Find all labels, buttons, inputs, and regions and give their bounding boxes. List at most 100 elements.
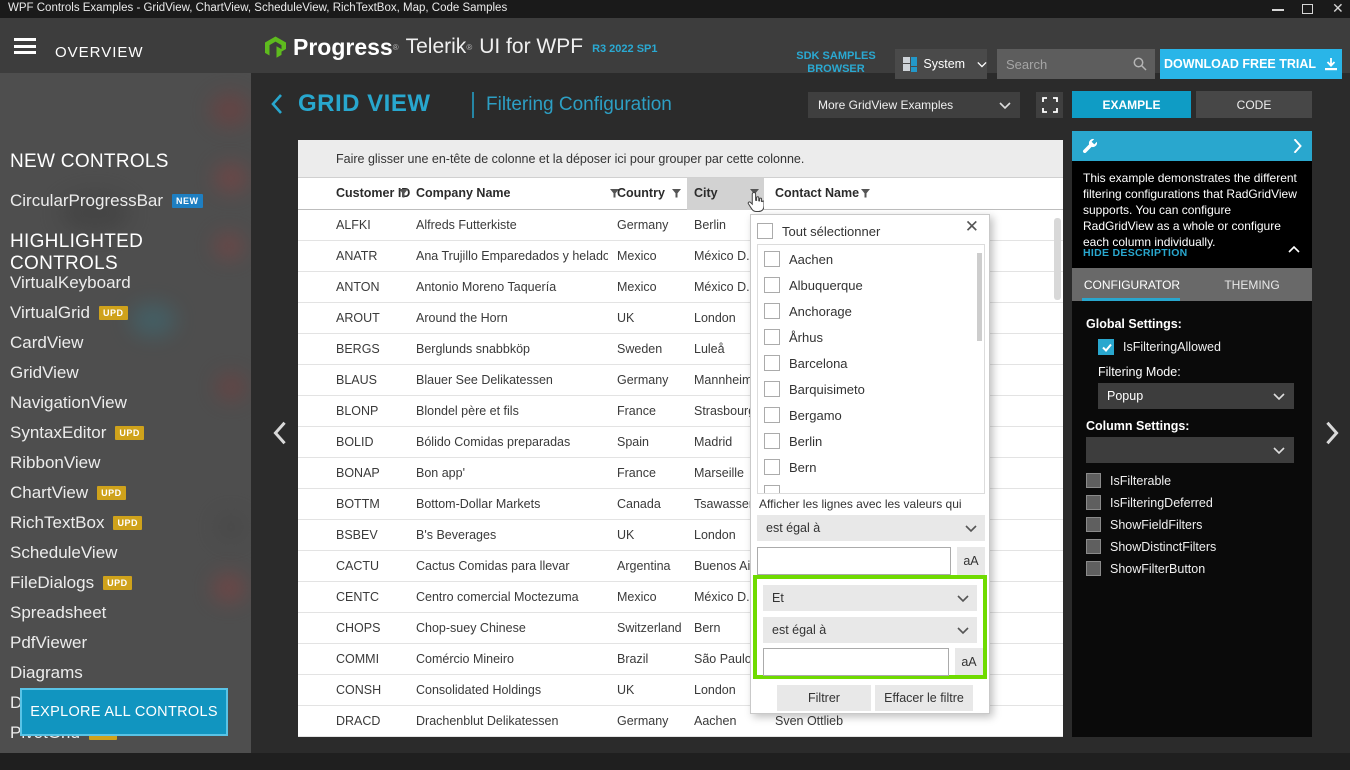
checkbox-checked[interactable]	[1098, 339, 1114, 355]
chevron-right-icon[interactable]	[1293, 139, 1302, 153]
theme-selector-dropdown[interactable]: System	[895, 49, 987, 79]
hamburger-menu-icon[interactable]	[14, 38, 36, 54]
sidebar-item-virtualgrid[interactable]: VirtualGrid UPD	[10, 303, 128, 323]
next-example-arrow[interactable]	[1324, 420, 1340, 446]
list-item[interactable]: Berlin	[764, 433, 822, 449]
list-item[interactable]: Barquisimeto	[764, 381, 865, 397]
sidebar-item-cardview[interactable]: CardView	[10, 333, 84, 352]
sidebar-item-navigationview[interactable]: NavigationView	[10, 393, 127, 412]
distinct-values-list[interactable]: Aachen Albuquerque Anchorage Århus Barce…	[757, 244, 985, 494]
match-case2-button[interactable]: aA	[955, 648, 983, 675]
show-field-filters-checkbox[interactable]: ShowFieldFilters	[1086, 517, 1202, 532]
list-item[interactable]	[764, 485, 780, 493]
sidebar-item-pdfviewer[interactable]: PdfViewer	[10, 633, 88, 652]
hide-description-link[interactable]: HIDE DESCRIPTION	[1083, 247, 1188, 259]
settings-panel-header[interactable]	[1072, 131, 1312, 161]
checkbox-unchecked[interactable]	[1086, 539, 1101, 554]
column-header-customer-id[interactable]: Customer ID	[336, 186, 411, 200]
tab-example[interactable]: EXAMPLE	[1072, 91, 1191, 118]
checkbox-unchecked[interactable]	[1086, 561, 1101, 576]
grid-scrollbar[interactable]	[1054, 218, 1061, 300]
filter-value2-input[interactable]	[763, 648, 949, 676]
checkbox-unchecked[interactable]	[1086, 495, 1101, 510]
sdk-samples-browser-link[interactable]: SDK SAMPLES BROWSER	[796, 50, 876, 75]
more-examples-dropdown[interactable]: More GridView Examples	[808, 92, 1020, 118]
explore-all-controls-button[interactable]: EXPLORE ALL CONTROLS	[20, 688, 228, 736]
sidebar-item-circularprogressbar[interactable]: CircularProgressBar NEW	[10, 191, 203, 211]
previous-example-arrow[interactable]	[272, 420, 288, 446]
filter-value1-input[interactable]	[757, 547, 951, 575]
filter-icon[interactable]	[750, 189, 759, 198]
is-filtering-deferred-checkbox[interactable]: IsFilteringDeferred	[1086, 495, 1213, 510]
filter-icon[interactable]	[672, 189, 681, 198]
filtering-mode-dropdown[interactable]: Popup	[1098, 383, 1294, 409]
sidebar-item-diagrams[interactable]: Diagrams	[10, 663, 83, 682]
logical-operator-dropdown[interactable]: Et	[763, 585, 977, 611]
checkbox-unchecked[interactable]	[1086, 517, 1101, 532]
filter-clear-button[interactable]: Effacer le filtre	[875, 685, 973, 711]
column-header-contact-name[interactable]: Contact Name	[775, 186, 860, 200]
fullscreen-button[interactable]	[1036, 92, 1063, 118]
grid-header-row: Customer ID Company Name Country City Co…	[298, 178, 1063, 210]
search-input[interactable]: Search	[997, 49, 1155, 79]
checkbox[interactable]	[764, 355, 780, 371]
back-icon[interactable]	[270, 93, 284, 115]
maximize-button[interactable]	[1302, 4, 1313, 14]
operator1-dropdown[interactable]: est égal à	[757, 515, 985, 541]
close-icon[interactable]: ✕	[964, 217, 979, 236]
list-item[interactable]: Anchorage	[764, 303, 852, 319]
sidebar-item-syntaxeditor[interactable]: SyntaxEditor UPD	[10, 423, 144, 443]
checkbox[interactable]	[764, 485, 780, 493]
sidebar-item-richtextbox[interactable]: RichTextBox UPD	[10, 513, 142, 533]
sidebar-item-spreadsheet[interactable]: Spreadsheet	[10, 603, 107, 622]
sidebar-item-scheduleview[interactable]: ScheduleView	[10, 543, 118, 562]
checkbox[interactable]	[764, 277, 780, 293]
checkbox[interactable]	[764, 459, 780, 475]
checkbox[interactable]	[764, 303, 780, 319]
select-all-checkbox[interactable]: Tout sélectionner	[757, 223, 880, 239]
download-free-trial-button[interactable]: DOWNLOAD FREE TRIAL	[1160, 49, 1342, 79]
sidebar-item-chartview[interactable]: ChartView UPD	[10, 483, 126, 503]
match-case1-button[interactable]: aA	[957, 547, 985, 575]
list-item[interactable]: Albuquerque	[764, 277, 863, 293]
sidebar-item-filedialogs[interactable]: FileDialogs UPD	[10, 573, 132, 593]
show-distinct-filters-checkbox[interactable]: ShowDistinctFilters	[1086, 539, 1216, 554]
list-scrollbar[interactable]	[977, 253, 982, 341]
is-filtering-allowed-checkbox[interactable]: IsFilteringAllowed	[1098, 339, 1221, 355]
sidebar-item-ribbonview[interactable]: RibbonView	[10, 453, 101, 472]
page-title[interactable]: GRID VIEW	[298, 90, 431, 117]
checkbox[interactable]	[764, 251, 780, 267]
sidebar-item-gridview[interactable]: GridView	[10, 363, 79, 382]
sidebar-item-virtualkeyboard[interactable]: VirtualKeyboard	[10, 273, 131, 292]
checkbox[interactable]	[764, 433, 780, 449]
checkbox[interactable]	[757, 223, 773, 239]
filter-icon[interactable]	[399, 189, 408, 198]
close-button[interactable]: ✕	[1332, 0, 1344, 16]
tab-configurator[interactable]: CONFIGURATOR	[1072, 268, 1192, 301]
list-item[interactable]: Bern	[764, 459, 816, 475]
minimize-button[interactable]	[1272, 9, 1284, 11]
list-item[interactable]: Barcelona	[764, 355, 848, 371]
column-settings-dropdown[interactable]	[1086, 437, 1294, 463]
overview-link[interactable]: OVERVIEW	[55, 44, 144, 61]
column-header-country[interactable]: Country	[617, 186, 665, 200]
filter-apply-button[interactable]: Filtrer	[777, 685, 871, 711]
group-panel[interactable]: Faire glisser une en-tête de colonne et …	[298, 140, 1063, 178]
search-icon	[1133, 57, 1147, 71]
list-item[interactable]: Århus	[764, 329, 823, 345]
list-item[interactable]: Aachen	[764, 251, 833, 267]
checkbox[interactable]	[764, 381, 780, 397]
show-filter-button-checkbox[interactable]: ShowFilterButton	[1086, 561, 1205, 576]
checkbox[interactable]	[764, 329, 780, 345]
operator2-dropdown[interactable]: est égal à	[763, 617, 977, 643]
chevron-up-icon[interactable]	[1288, 245, 1300, 254]
column-header-city[interactable]: City	[694, 186, 718, 200]
tab-code[interactable]: CODE	[1196, 91, 1312, 118]
checkbox-unchecked[interactable]	[1086, 473, 1101, 488]
tab-theming[interactable]: THEMING	[1224, 277, 1280, 292]
list-item[interactable]: Bergamo	[764, 407, 842, 423]
column-header-company-name[interactable]: Company Name	[416, 186, 511, 200]
filter-icon[interactable]	[861, 189, 870, 198]
is-filterable-checkbox[interactable]: IsFilterable	[1086, 473, 1171, 488]
checkbox[interactable]	[764, 407, 780, 423]
